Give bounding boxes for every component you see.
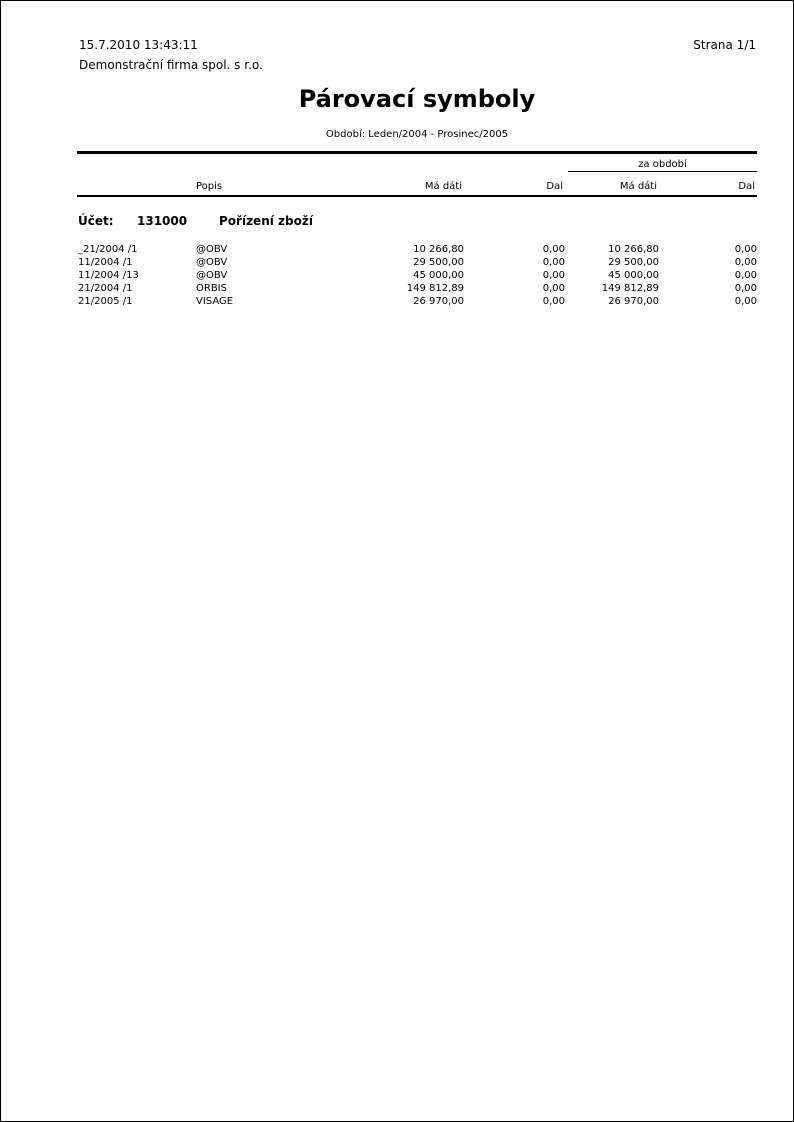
symbol-cell: 21/2005 /1	[78, 296, 133, 307]
ma-dati-period-cell: 45 000,00	[608, 270, 659, 281]
dal-period-cell: 0,00	[734, 283, 757, 294]
popis-cell: @OBV	[196, 244, 228, 255]
symbol-cell: _21/2004 /1	[78, 244, 138, 255]
ma-dati-period-cell: 29 500,00	[608, 257, 659, 268]
ma-dati-period-cell: 149 812,89	[601, 283, 659, 294]
table-row: 11/2004 /13 @OBV 45 000,00 0,00 45 000,00 0,0…	[1, 270, 794, 283]
ma-dati-cell: 45 000,00	[413, 270, 464, 281]
symbol-cell: 11/2004 /1	[78, 257, 133, 268]
column-header-popis: Popis	[196, 181, 223, 192]
group-rule	[568, 171, 757, 172]
symbol-cell: 21/2004 /1	[78, 283, 133, 294]
ma-dati-cell: 26 970,00	[413, 296, 464, 307]
table-row: _21/2004 /1 @OBV 10 266,80 0,00 10 266,80 0,0…	[1, 244, 794, 257]
dal-period-cell: 0,00	[734, 244, 757, 255]
account-name: Pořízení zboží	[219, 214, 313, 228]
ma-dati-cell: 29 500,00	[413, 257, 464, 268]
page-title: Párovací symboly	[298, 85, 536, 113]
top-rule	[77, 151, 757, 154]
column-header-dal-period: Dal	[738, 181, 755, 192]
symbol-cell: 11/2004 /13	[78, 270, 139, 281]
column-header-ma-dati: Má dáti	[424, 181, 462, 192]
ma-dati-cell: 149 812,89	[406, 283, 464, 294]
table-row: 21/2005 /1 VISAGE 26 970,00 0,00 26 970,00 0,…	[1, 296, 794, 309]
dal-period-cell: 0,00	[734, 296, 757, 307]
header-rule	[77, 195, 757, 197]
dal-period-cell: 0,00	[734, 257, 757, 268]
account-label: Účet:	[78, 214, 114, 228]
dal-cell: 0,00	[542, 257, 565, 268]
popis-cell: @OBV	[196, 257, 228, 268]
period-group-header: za období	[638, 159, 687, 170]
ma-dati-period-cell: 10 266,80	[608, 244, 659, 255]
column-header-dal: Dal	[546, 181, 563, 192]
column-header-ma-dati-period: Má dáti	[619, 181, 657, 192]
dal-cell: 0,00	[542, 296, 565, 307]
page-number: Strana 1/1	[693, 38, 756, 52]
popis-cell: ORBIS	[196, 283, 227, 294]
company-name: Demonstrační firma spol. s r.o.	[79, 58, 263, 72]
table-row: 21/2004 /1 ORBIS 149 812,89 0,00 149 812,89 0…	[1, 283, 794, 296]
ma-dati-cell: 10 266,80	[413, 244, 464, 255]
table-row: 11/2004 /1 @OBV 29 500,00 0,00 29 500,00 0,00	[1, 257, 794, 270]
period-label: Období: Leden/2004 - Prosinec/2005	[325, 129, 509, 140]
dal-period-cell: 0,00	[734, 270, 757, 281]
account-number: 131000	[137, 214, 188, 228]
ma-dati-period-cell: 26 970,00	[608, 296, 659, 307]
print-datetime: 15.7.2010 13:43:11	[79, 38, 198, 52]
dal-cell: 0,00	[542, 270, 565, 281]
popis-cell: VISAGE	[196, 296, 234, 307]
dal-cell: 0,00	[542, 244, 565, 255]
popis-cell: @OBV	[196, 270, 228, 281]
dal-cell: 0,00	[542, 283, 565, 294]
